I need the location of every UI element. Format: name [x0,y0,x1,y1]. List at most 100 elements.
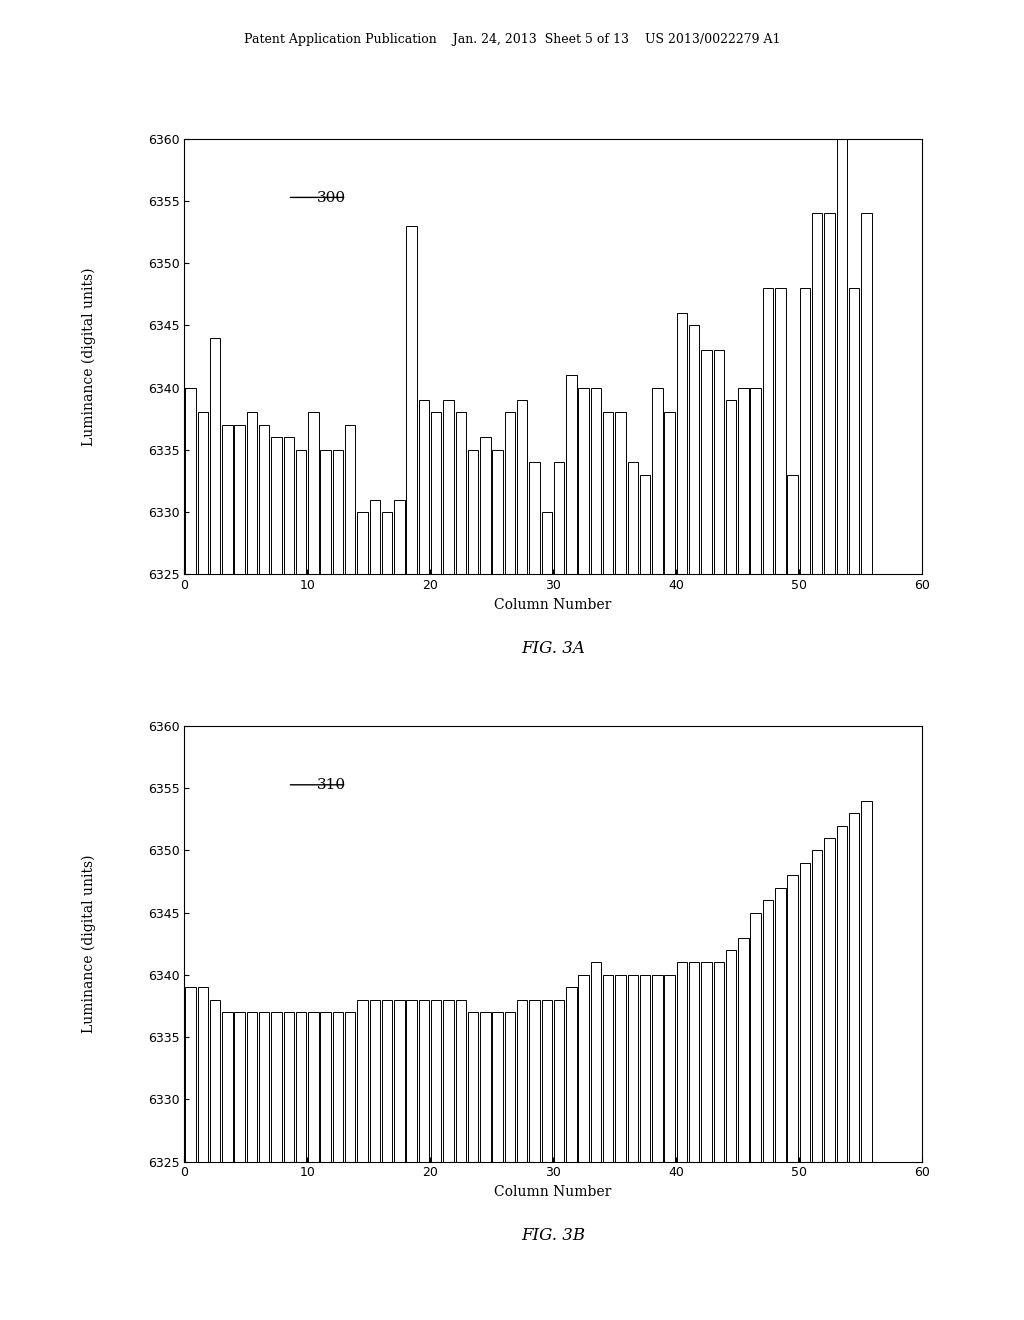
Bar [701,350,712,574]
Bar [468,1012,478,1162]
Text: Patent Application Publication    Jan. 24, 2013  Sheet 5 of 13    US 2013/002227: Patent Application Publication Jan. 24, … [244,33,780,46]
Bar [665,975,675,1162]
Text: 300: 300 [317,191,346,205]
Bar [591,962,601,1162]
Bar [665,412,675,574]
Bar [837,825,847,1162]
Bar [677,962,687,1162]
Bar [812,850,822,1162]
Bar [284,437,294,574]
Bar [296,1012,306,1162]
Bar [357,512,368,574]
Bar [579,388,589,574]
Bar [628,975,638,1162]
Bar [800,288,810,574]
Bar [210,999,220,1162]
Bar [382,999,392,1162]
Bar [640,975,650,1162]
Bar [198,412,208,574]
Bar [443,400,454,574]
Bar [714,962,724,1162]
Bar [579,975,589,1162]
Bar [566,375,577,574]
Bar [701,962,712,1162]
Bar [247,1012,257,1162]
X-axis label: Column Number: Column Number [495,1185,611,1199]
Bar [419,999,429,1162]
Bar [517,999,527,1162]
Text: FIG. 3A: FIG. 3A [521,640,585,656]
Bar [787,475,798,574]
Bar [259,1012,269,1162]
Bar [394,999,404,1162]
Bar [234,1012,245,1162]
Bar [259,425,269,574]
Bar [628,462,638,574]
Bar [419,400,429,574]
Text: 310: 310 [317,779,346,792]
Bar [357,999,368,1162]
Bar [333,450,343,574]
Bar [591,388,601,574]
Bar [185,388,196,574]
Bar [284,1012,294,1162]
Bar [210,338,220,574]
Bar [849,288,859,574]
Bar [615,975,626,1162]
Bar [222,425,232,574]
Bar [493,450,503,574]
Bar [321,450,331,574]
Bar [493,1012,503,1162]
Bar [321,1012,331,1162]
Text: FIG. 3B: FIG. 3B [521,1228,585,1243]
Bar [529,999,540,1162]
Bar [505,1012,515,1162]
Bar [775,288,785,574]
Bar [775,888,785,1162]
Bar [394,499,404,574]
Bar [861,801,871,1162]
Bar [333,1012,343,1162]
Bar [824,214,835,574]
Bar [763,900,773,1162]
Bar [296,450,306,574]
Bar [677,313,687,574]
Bar [603,412,613,574]
Bar [652,975,663,1162]
Bar [861,214,871,574]
Bar [787,875,798,1162]
Bar [751,912,761,1162]
Bar [198,987,208,1162]
Bar [468,450,478,574]
Bar [554,462,564,574]
Bar [603,975,613,1162]
Bar [480,1012,490,1162]
Bar [738,937,749,1162]
Bar [726,400,736,574]
Bar [456,412,466,574]
Bar [480,437,490,574]
Bar [542,512,552,574]
Y-axis label: Luminance (digital units): Luminance (digital units) [82,854,96,1034]
Bar [382,512,392,574]
Bar [529,462,540,574]
Bar [370,499,380,574]
Bar [370,999,380,1162]
Bar [640,475,650,574]
Bar [456,999,466,1162]
Bar [812,214,822,574]
Bar [407,226,417,574]
Bar [345,1012,355,1162]
Bar [714,350,724,574]
Bar [431,412,441,574]
Bar [689,962,699,1162]
Bar [271,1012,282,1162]
Bar [308,1012,318,1162]
Y-axis label: Luminance (digital units): Luminance (digital units) [82,267,96,446]
X-axis label: Column Number: Column Number [495,598,611,611]
Bar [763,288,773,574]
Bar [234,425,245,574]
Bar [566,987,577,1162]
Bar [824,838,835,1162]
Bar [542,999,552,1162]
